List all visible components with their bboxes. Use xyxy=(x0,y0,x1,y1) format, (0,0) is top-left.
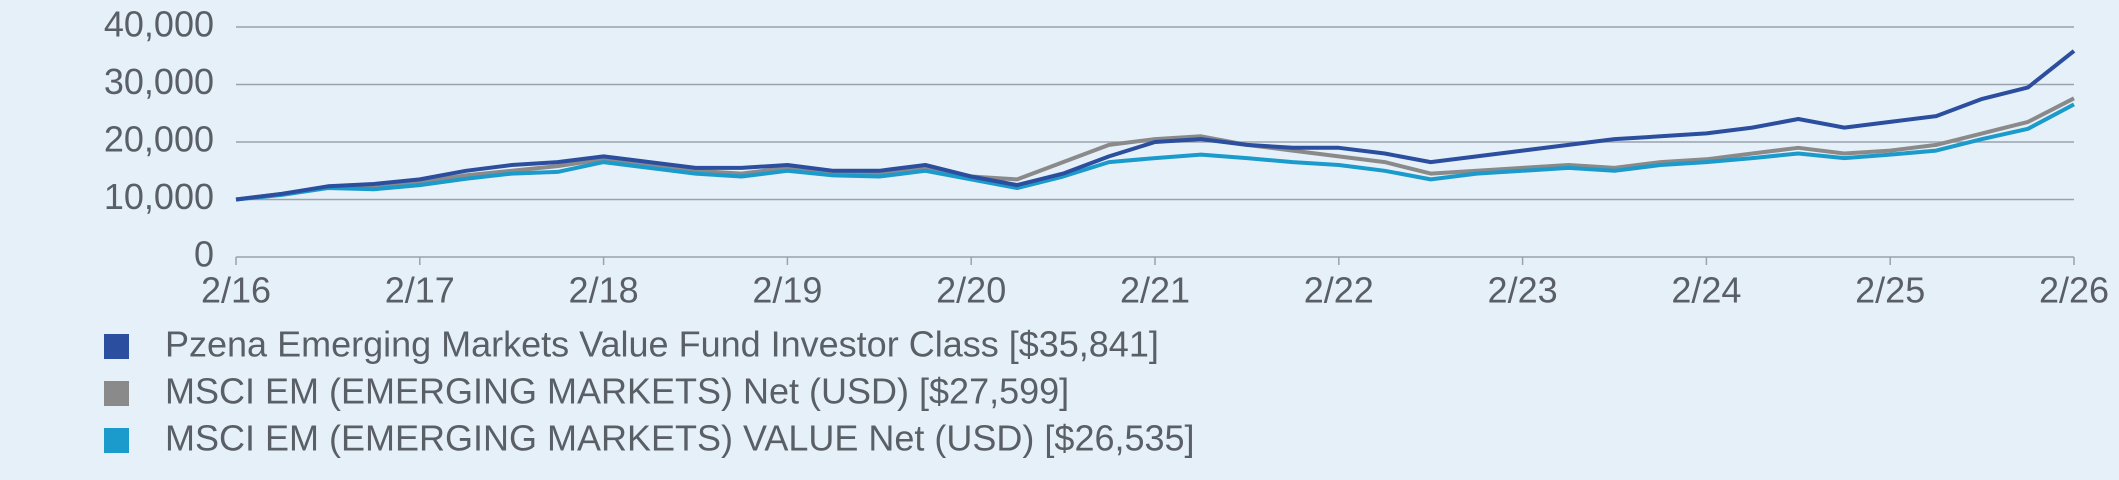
legend-swatch xyxy=(104,334,129,359)
legend-label: Pzena Emerging Markets Value Fund Invest… xyxy=(165,324,1159,365)
x-tick-label: 2/16 xyxy=(201,270,271,311)
y-tick-label: 30,000 xyxy=(104,61,214,102)
legend-swatch xyxy=(104,428,129,453)
y-tick-label: 40,000 xyxy=(104,4,214,45)
series-line xyxy=(235,49,2076,202)
x-tick-label: 2/17 xyxy=(385,270,455,311)
x-tick-label: 2/18 xyxy=(569,270,639,311)
x-tick-label: 2/26 xyxy=(2039,270,2109,311)
legend-label: MSCI EM (EMERGING MARKETS) VALUE Net (US… xyxy=(165,418,1195,459)
x-tick-label: 2/23 xyxy=(1488,270,1558,311)
y-tick-label: 10,000 xyxy=(104,176,214,217)
legend-swatch xyxy=(104,381,129,406)
x-tick-label: 2/20 xyxy=(936,270,1006,311)
legend-label: MSCI EM (EMERGING MARKETS) Net (USD) [$2… xyxy=(165,371,1069,412)
x-tick-label: 2/24 xyxy=(1671,270,1741,311)
y-tick-label: 0 xyxy=(194,234,214,275)
y-tick-label: 20,000 xyxy=(104,119,214,160)
x-tick-label: 2/22 xyxy=(1304,270,1374,311)
series-line xyxy=(235,96,2075,202)
x-tick-label: 2/25 xyxy=(1855,270,1925,311)
series-line xyxy=(235,102,2075,202)
x-tick-label: 2/21 xyxy=(1120,270,1190,311)
x-tick-label: 2/19 xyxy=(752,270,822,311)
